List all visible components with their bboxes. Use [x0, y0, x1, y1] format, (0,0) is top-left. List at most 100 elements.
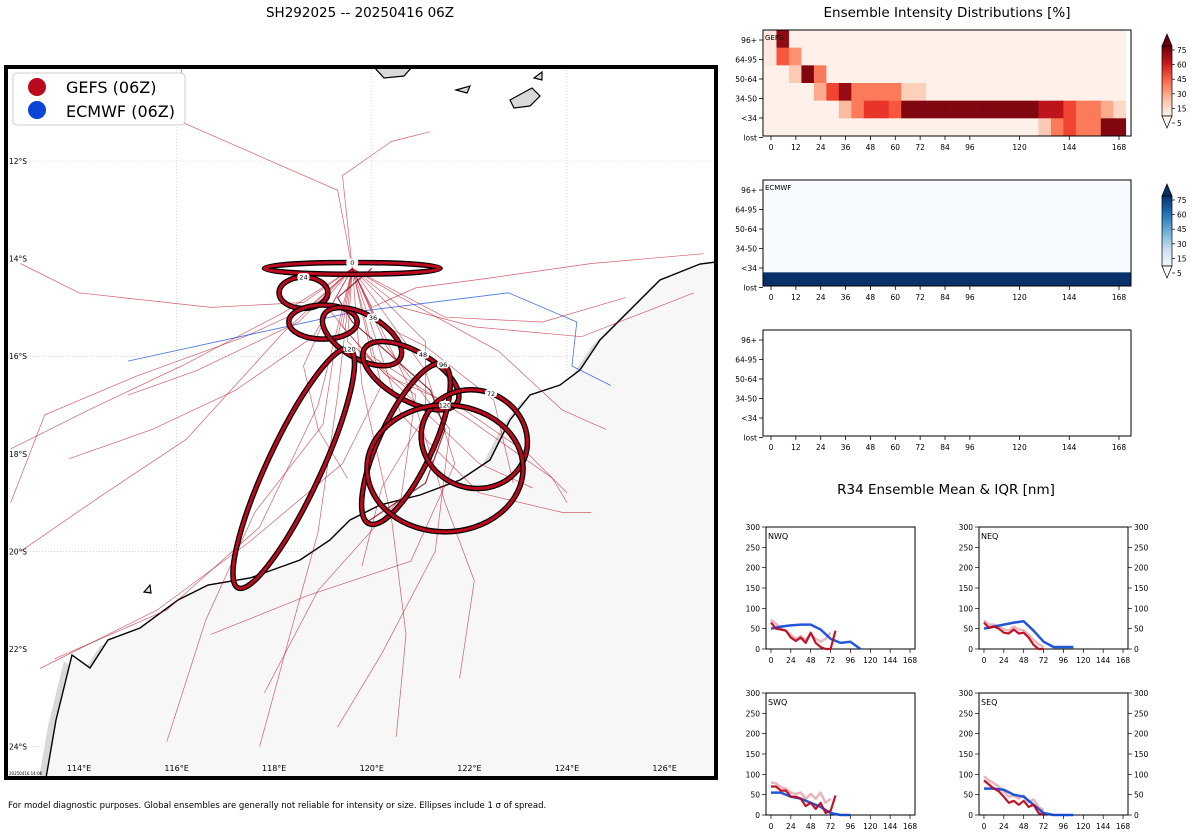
- gefs-heatmap-cell: [776, 30, 790, 48]
- gefs-heatmap-cell: [838, 47, 852, 66]
- ecmwf-colorbar: 75 60 45 30 15 5: [1161, 183, 1187, 279]
- gefs-heatmap-cell: [1088, 47, 1102, 66]
- gefs-heatmap-cell: [876, 47, 890, 66]
- r34-panel-frame: [978, 692, 1129, 816]
- colorbar-bottom-arrow: [1161, 115, 1173, 129]
- heatmap-y-tick-label: 34-50: [735, 95, 757, 104]
- gefs-heatmap-cell: [876, 83, 890, 101]
- r34-y-tick-label: 0: [755, 811, 760, 820]
- r34-y-tick-label: 250: [1134, 709, 1149, 718]
- r34-y-tick-label: 250: [746, 709, 761, 718]
- empty-heatmap-axes: 96+ 64-95 50-64 34-50 <34 lost 0 12 24 36 48 60 72 84…: [735, 336, 1126, 452]
- gefs-colorbar: 75 60 45 30 15 5: [1161, 33, 1187, 129]
- gefs-heatmap-cell: [1050, 100, 1064, 119]
- gefs-heatmap-cell: [876, 118, 890, 137]
- r34-x-tick-label: 168: [1116, 822, 1131, 831]
- ecmwf-heatmap-cells: [763, 272, 1131, 286]
- colorbar-body: [1161, 45, 1173, 117]
- gefs-heatmap-cell: [1038, 65, 1052, 84]
- gefs-heatmap-cell: [876, 30, 890, 48]
- r34-y-tick-label: 0: [968, 645, 973, 654]
- r34-panel-label: SEQ: [981, 698, 997, 707]
- r34-gefs-mean: [771, 785, 837, 815]
- gefs-heatmap-cell: [913, 100, 927, 119]
- heatmap-x-tick-label: 60: [891, 443, 901, 452]
- island-west: [142, 583, 152, 594]
- colorbar-tick-label: 45: [1177, 225, 1187, 234]
- colorbar-tick-label: 75: [1177, 46, 1187, 55]
- heatmap-x-tick-label: 84: [940, 443, 950, 452]
- gefs-member-track: [10, 268, 353, 450]
- gefs-heatmap-cell: [938, 100, 952, 119]
- heatmap-y-tick-label: 64-95: [735, 56, 757, 65]
- gefs-member-track: [352, 268, 695, 338]
- gefs-heatmap-cell: [1001, 118, 1014, 137]
- gefs-heatmap-cell: [788, 83, 802, 101]
- gefs-heatmap-cell: [1088, 83, 1102, 101]
- r34-x-tick-label: 120: [863, 822, 878, 831]
- gefs-heatmap-cell: [951, 100, 964, 119]
- heatmap-x-tick-label: 24: [816, 143, 826, 152]
- r34-y-tick-label: 300: [959, 523, 974, 532]
- map-lat-tick-label: 12°S: [9, 157, 27, 166]
- gefs-heatmap-cell: [938, 30, 952, 48]
- gefs-heatmap-cell: [1075, 100, 1089, 119]
- island-north-4: [532, 70, 543, 81]
- gefs-member-track: [352, 268, 626, 323]
- gefs-heatmap-cell: [764, 65, 777, 84]
- ecmwf-track-layer: [127, 292, 612, 386]
- heatmap-x-tick-label: 72: [915, 443, 925, 452]
- gefs-heatmap-cell: [764, 100, 777, 119]
- r34-y-tick-label: 300: [746, 523, 761, 532]
- gefs-heatmap-cell: [1025, 30, 1039, 48]
- r34-y-tick-label: 100: [1134, 604, 1149, 613]
- gefs-member-track: [10, 268, 353, 503]
- legend-ecmwf-label: ECMWF (06Z): [66, 102, 175, 121]
- gefs-heatmap-cell: [801, 30, 815, 48]
- gefs-heatmap-cell: [826, 83, 840, 101]
- gefs-intensity-panel: GEFS 96+ 64-95 50-64 34-50 <34 lost 0 12 24 36 48 6…: [735, 29, 1132, 152]
- gefs-heatmap-cell: [876, 100, 890, 119]
- gefs-heatmap-cell: [801, 100, 815, 119]
- r34-y-tick-label: 150: [1134, 584, 1149, 593]
- gefs-heatmap-cell: [1038, 118, 1052, 137]
- gefs-heatmap-cell: [813, 83, 827, 101]
- gefs-heatmap-cell: [1113, 65, 1127, 84]
- gefs-heatmap-cell: [1088, 30, 1102, 48]
- gefs-heatmap-cell: [938, 47, 952, 66]
- gefs-heatmap-cell: [1088, 118, 1102, 137]
- heatmap-x-tick-label: 96: [965, 143, 975, 152]
- gefs-heatmap-cell: [1063, 118, 1077, 137]
- gefs-heatmap-cell: [926, 100, 939, 119]
- gefs-heatmap-cell: [1050, 47, 1064, 66]
- gefs-heatmap-cell: [764, 83, 777, 101]
- r34-y-tick-label: 50: [750, 625, 760, 634]
- gefs-heatmap-cell: [1063, 100, 1077, 119]
- colorbar-tick-label: 60: [1177, 61, 1187, 70]
- gefs-heatmap-cell: [926, 30, 939, 48]
- gefs-heatmap-cell: [913, 83, 927, 101]
- r34-x-tick-label: 120: [1076, 656, 1091, 665]
- r34-y-tick-label: 50: [963, 791, 973, 800]
- heatmap-x-tick-label: 24: [816, 293, 826, 302]
- gefs-heatmap-cell: [764, 118, 777, 137]
- gefs-heatmap-frame: [762, 29, 1132, 137]
- ellipse-hour-box: [367, 313, 380, 322]
- heatmap-x-tick-label: 144: [1062, 143, 1077, 152]
- gefs-member-track: [351, 253, 704, 308]
- r34-y-tick-label: 300: [1134, 689, 1149, 698]
- colorbar-tick-label: 45: [1177, 75, 1187, 84]
- gefs-heatmap-cell: [863, 30, 877, 48]
- ecmwf-heatmap-frame: [762, 179, 1132, 287]
- gefs-heatmap-cell: [863, 65, 877, 84]
- gefs-heatmap-cell: [1088, 65, 1102, 84]
- gefs-heatmap-cell: [1001, 65, 1014, 84]
- gefs-heatmap-cell: [963, 100, 977, 119]
- gefs-heatmap-cell: [851, 83, 865, 101]
- gefs-heatmap-cell: [951, 65, 964, 84]
- gefs-heatmap-cell: [801, 83, 815, 101]
- gefs-heatmap-cell: [788, 118, 802, 137]
- gefs-heatmap-cell: [813, 47, 827, 66]
- gefs-heatmap-cell: [826, 47, 840, 66]
